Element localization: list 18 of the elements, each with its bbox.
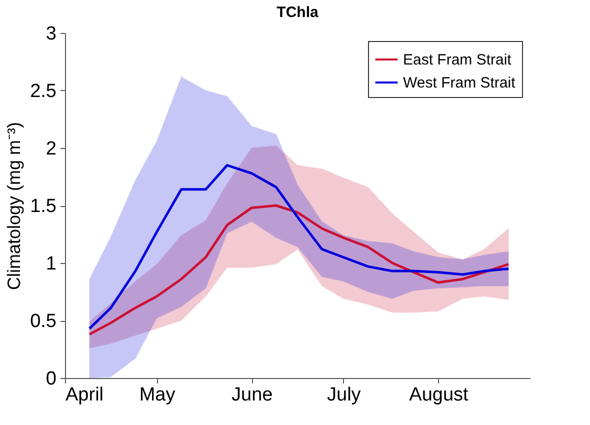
y-tick-label: 2.5 <box>30 81 56 102</box>
x-tick-label: August <box>409 384 470 406</box>
x-tick-label: April <box>66 384 104 406</box>
chart-title: TChla <box>276 4 319 21</box>
y-tick-label: 1.5 <box>30 196 56 217</box>
line-series <box>88 204 510 336</box>
legend-label: West Fram Strait <box>403 74 516 92</box>
line-series <box>88 164 510 330</box>
legend-label: East Fram Strait <box>403 52 512 68</box>
y-tick-label: 1 <box>46 254 56 274</box>
x-tick-label: June <box>232 384 273 406</box>
y-tick-label: 2 <box>46 138 56 160</box>
y-tick-label: 0 <box>46 368 56 390</box>
x-tick-label: May <box>139 384 176 406</box>
x-tick-label: July <box>326 384 362 406</box>
y-axis-title: Climatology (mg m⁻³) <box>4 122 24 290</box>
y-tick-label: 0.5 <box>30 311 56 332</box>
y-tick-label: 3 <box>46 24 56 44</box>
